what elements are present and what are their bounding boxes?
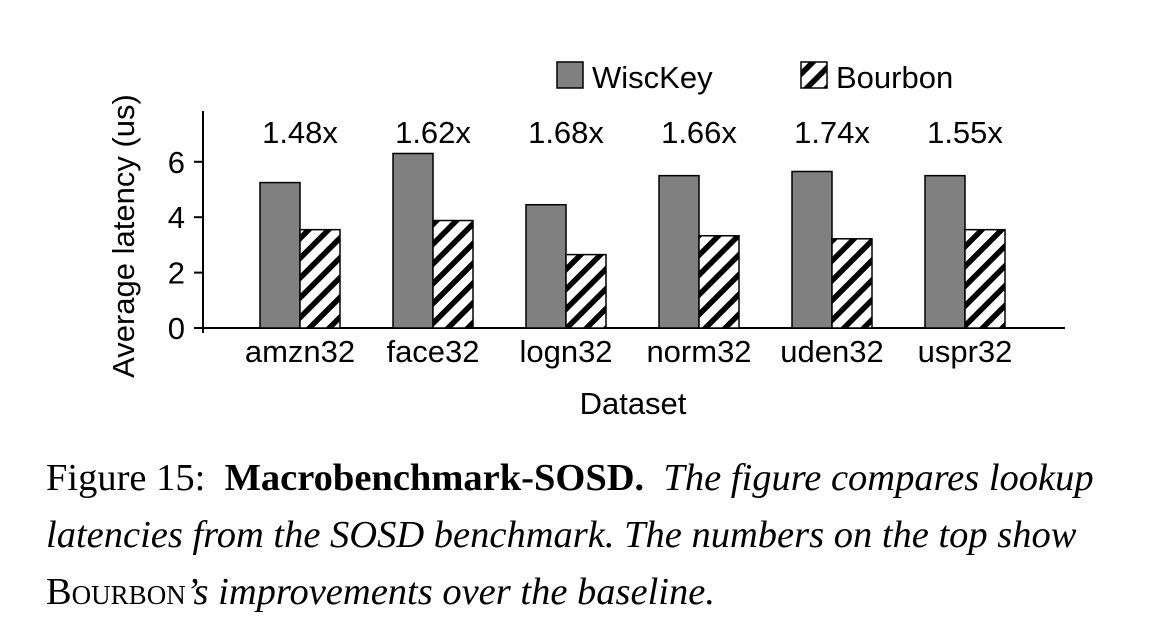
- caption-title: Macrobenchmark-SOSD.: [224, 457, 645, 499]
- bar-wisckey-logn32: [525, 203, 567, 329]
- bar-wisckey-norm32: [658, 174, 700, 329]
- x-tick-label: norm32: [646, 334, 751, 369]
- bar-bourbon-uspr32: [964, 228, 1006, 329]
- x-axis-label: Dataset: [580, 386, 687, 421]
- legend-label-wisckey: WiscKey: [592, 60, 713, 95]
- caption-text: The figure compares lookup latencies fro…: [46, 457, 1094, 556]
- x-tick-label: uspr32: [918, 334, 1013, 369]
- x-tick-label: face32: [386, 334, 479, 369]
- bar-wisckey-amzn32: [259, 181, 301, 329]
- y-tick-label: 2: [168, 256, 185, 291]
- bar-bourbon-logn32: [565, 253, 607, 329]
- chart: WiscKey Bourbon 0 2 4 6 amzn32 face32 logn32 n…: [106, 60, 1065, 421]
- y-tick-label: 4: [168, 200, 185, 235]
- improvement-label: 1.74x: [794, 115, 870, 150]
- improvement-label: 1.55x: [927, 115, 1003, 150]
- caption-text-end: ’s improvements over the baseline.: [185, 571, 715, 613]
- x-tick-label: logn32: [519, 334, 612, 369]
- improvement-label: 1.62x: [395, 115, 471, 150]
- bars: [259, 152, 1006, 329]
- y-tick-label: 0: [168, 311, 185, 346]
- legend: WiscKey Bourbon: [556, 60, 953, 95]
- x-tick-label: amzn32: [245, 334, 355, 369]
- y-axis-label: Average latency (us): [106, 94, 141, 378]
- y-tick-label: 6: [168, 145, 185, 180]
- caption-label: Figure 15:: [46, 457, 206, 499]
- legend-label-bourbon: Bourbon: [836, 60, 953, 95]
- bar-wisckey-uden32: [791, 170, 833, 329]
- bar-bourbon-uden32: [831, 238, 873, 329]
- x-tick-label: uden32: [780, 334, 883, 369]
- legend-swatch-bourbon: [800, 61, 828, 89]
- caption-bourbon: Bourbon: [46, 571, 186, 613]
- improvement-label: 1.48x: [262, 115, 338, 150]
- legend-swatch-wisckey: [556, 61, 584, 89]
- improvement-annotations: 1.48x 1.62x 1.68x 1.66x 1.74x 1.55x: [262, 115, 1003, 150]
- bar-bourbon-face32: [432, 219, 474, 329]
- x-ticks: amzn32 face32 logn32 norm32 uden32 uspr32: [245, 334, 1013, 369]
- bar-wisckey-uspr32: [924, 174, 966, 329]
- axes: [202, 111, 1065, 333]
- y-ticks: 0 2 4 6: [168, 145, 203, 346]
- figure-caption: Figure 15: Macrobenchmark-SOSD. The figu…: [46, 450, 1136, 621]
- improvement-label: 1.66x: [661, 115, 737, 150]
- bar-bourbon-amzn32: [299, 228, 341, 329]
- bar-bourbon-norm32: [698, 235, 740, 329]
- bar-wisckey-face32: [392, 152, 434, 329]
- improvement-label: 1.68x: [528, 115, 604, 150]
